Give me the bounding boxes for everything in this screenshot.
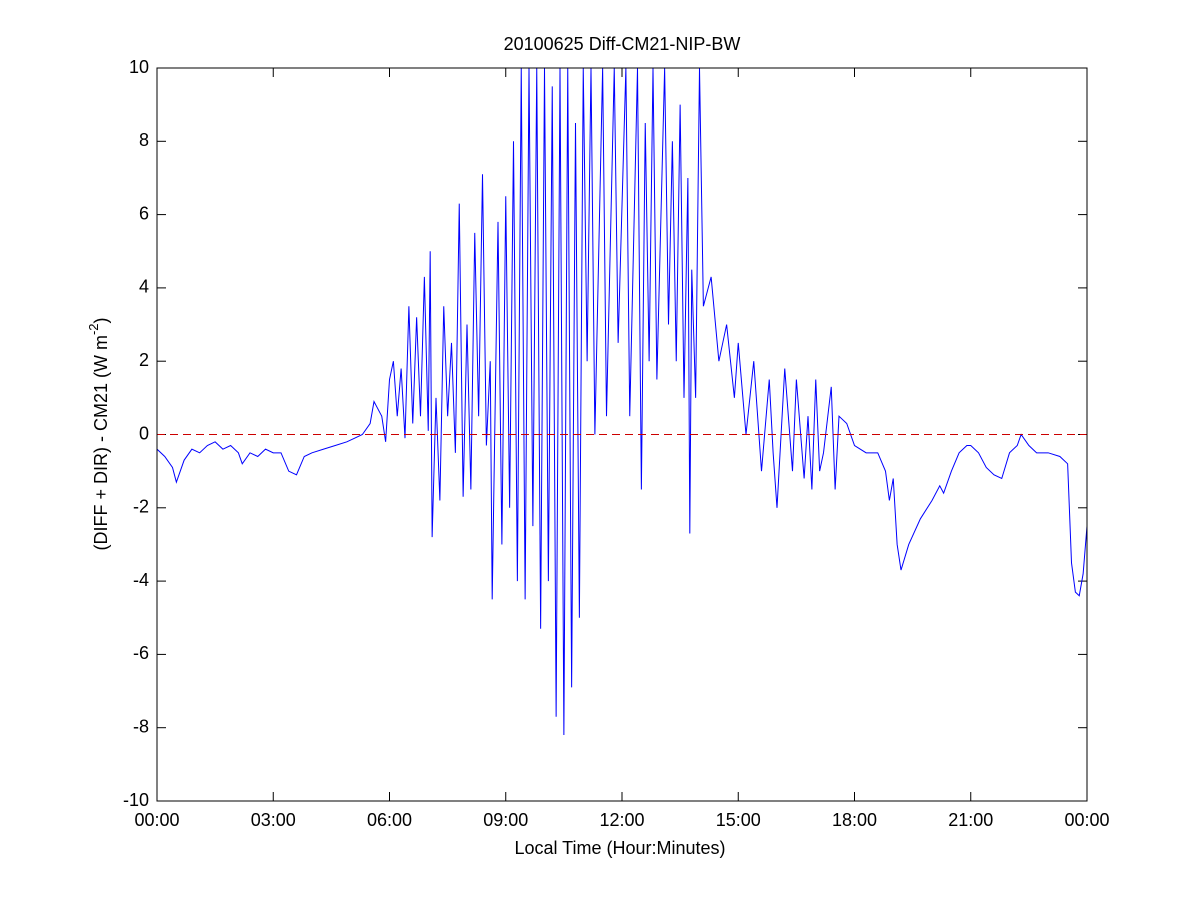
y-tick-label: -4 [133,570,149,590]
y-tick-label: -8 [133,716,149,736]
x-tick-label: 18:00 [832,810,877,830]
y-tick-label: 6 [139,203,149,223]
y-tick-label: -2 [133,497,149,517]
y-tick-label: -6 [133,643,149,663]
x-tick-label: 15:00 [716,810,761,830]
y-axis-label-text: (DIFF + DIR) - CM21 (W m [91,335,111,550]
y-tick-label: -10 [123,790,149,810]
chart-title: 20100625 Diff-CM21-NIP-BW [504,34,741,54]
y-tick-label: 4 [139,277,149,297]
plot-frame [156,67,1088,802]
x-axis-label: Local Time (Hour:Minutes) [514,838,725,858]
y-tick-label: 0 [139,423,149,443]
y-tick-label: 2 [139,350,149,370]
x-tick-label: 03:00 [251,810,296,830]
y-axis-label: (DIFF + DIR) - CM21 (W m-2) [86,317,110,550]
y-tick-label: 10 [129,57,149,77]
data-line [157,68,1087,736]
x-tick-label: 12:00 [599,810,644,830]
y-axis-label-close: ) [91,317,111,323]
y-tick-label: 8 [139,130,149,150]
x-tick-label: 21:00 [948,810,993,830]
x-tick-label: 00:00 [134,810,179,830]
x-tick-label: 06:00 [367,810,412,830]
y-axis-label-sup: -2 [86,323,101,335]
x-tick-label: 09:00 [483,810,528,830]
x-tick-label: 00:00 [1064,810,1109,830]
